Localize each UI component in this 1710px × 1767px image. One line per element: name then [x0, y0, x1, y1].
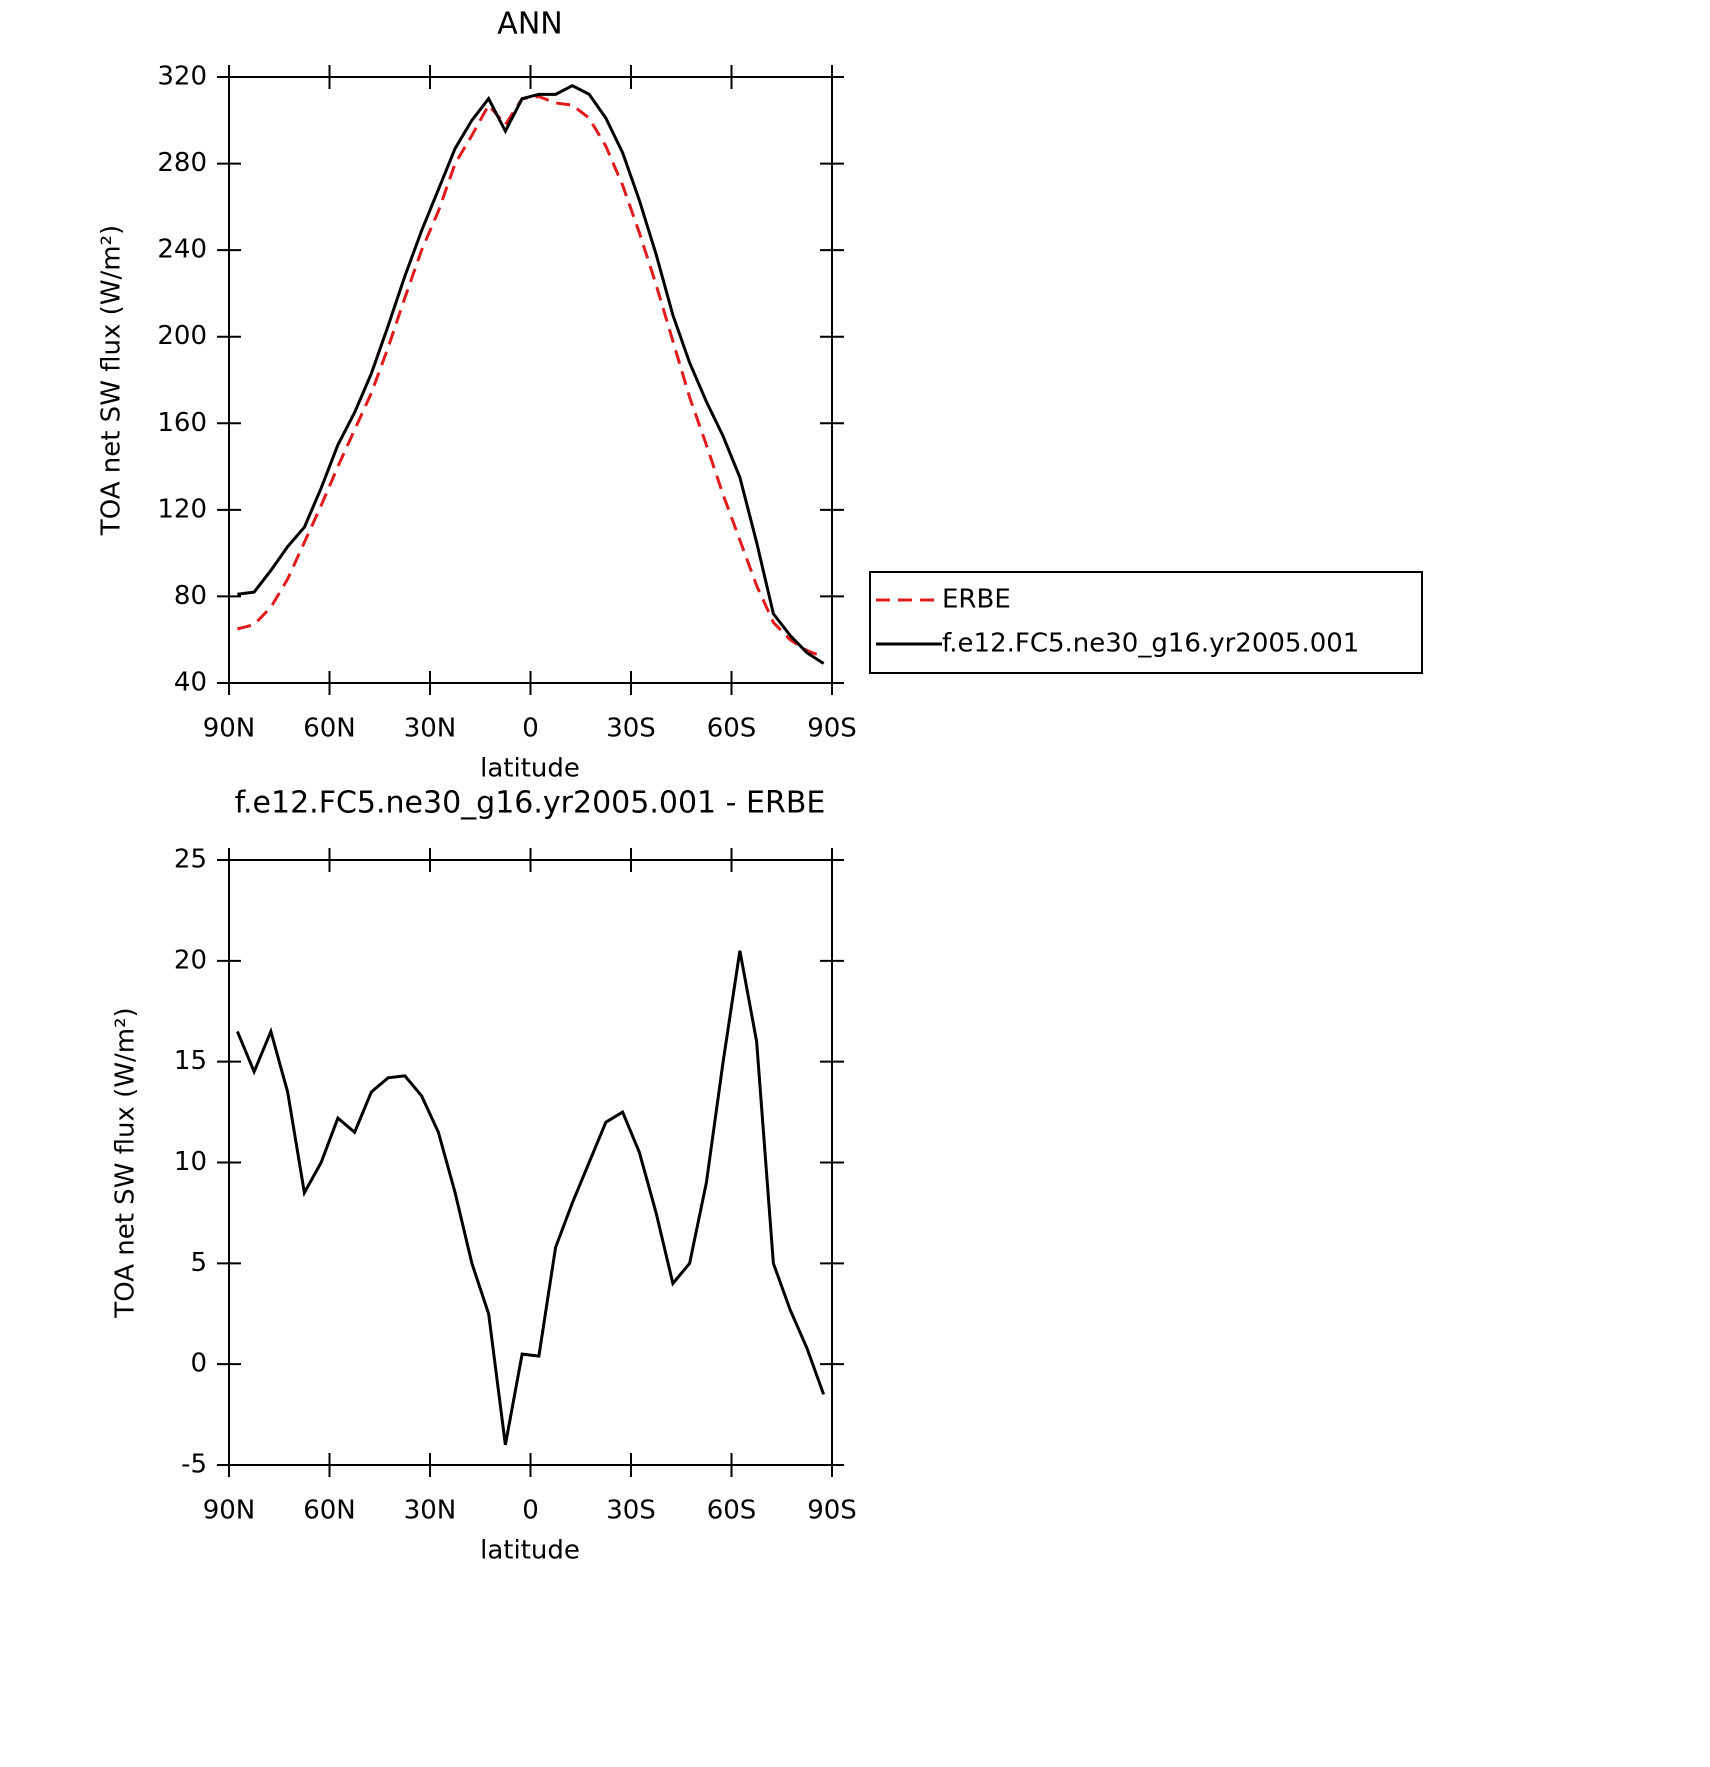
- x-tick-label: 90S: [807, 714, 857, 744]
- y-tick-label: 80: [174, 581, 207, 611]
- y-tick-label: 40: [174, 668, 207, 698]
- x-tick-label: 30N: [404, 1496, 457, 1526]
- y-tick-label: 240: [157, 235, 207, 265]
- y-tick-label: 280: [157, 148, 207, 178]
- legend-label: f.e12.FC5.ne30_g16.yr2005.001: [942, 629, 1359, 659]
- x-tick-label: 30S: [606, 1496, 656, 1526]
- x-tick-label: 90N: [203, 1496, 256, 1526]
- y-tick-label: 200: [157, 321, 207, 351]
- x-tick-label: 90S: [807, 1496, 857, 1526]
- x-tick-label: 30N: [404, 714, 457, 744]
- x-tick-label: 0: [522, 714, 539, 744]
- x-axis-label: latitude: [480, 754, 580, 784]
- y-tick-label: 0: [190, 1349, 207, 1379]
- x-tick-label: 60S: [707, 1496, 757, 1526]
- chart-title: f.e12.FC5.ne30_g16.yr2005.001 - ERBE: [235, 786, 826, 821]
- y-tick-label: 320: [157, 62, 207, 92]
- x-tick-label: 60N: [303, 714, 356, 744]
- x-tick-label: 60N: [303, 1496, 356, 1526]
- y-tick-label: 160: [157, 408, 207, 438]
- data-line: [237, 83, 825, 665]
- x-tick-label: 30S: [606, 714, 656, 744]
- x-axis-label: latitude: [480, 1536, 580, 1566]
- y-tick-label: 10: [174, 1147, 207, 1177]
- y-tick-label: -5: [181, 1450, 207, 1480]
- y-axis-label: TOA net SW flux (W/m²): [97, 225, 127, 536]
- legend-box: [869, 571, 1423, 674]
- plot-frame: [228, 76, 833, 684]
- y-tick-label: 25: [174, 845, 207, 875]
- y-tick-label: 15: [174, 1046, 207, 1076]
- data-line: [236, 94, 825, 659]
- y-tick-label: 5: [190, 1248, 207, 1278]
- legend-label: ERBE: [942, 585, 1011, 615]
- x-tick-label: 60S: [707, 714, 757, 744]
- chart-title: ANN: [497, 7, 562, 42]
- x-tick-label: 90N: [203, 714, 256, 744]
- y-tick-label: 20: [174, 945, 207, 975]
- y-axis-label: TOA net SW flux (W/m²): [111, 1007, 141, 1318]
- data-line: [235, 950, 826, 1446]
- x-tick-label: 0: [522, 1496, 539, 1526]
- y-tick-label: 120: [157, 494, 207, 524]
